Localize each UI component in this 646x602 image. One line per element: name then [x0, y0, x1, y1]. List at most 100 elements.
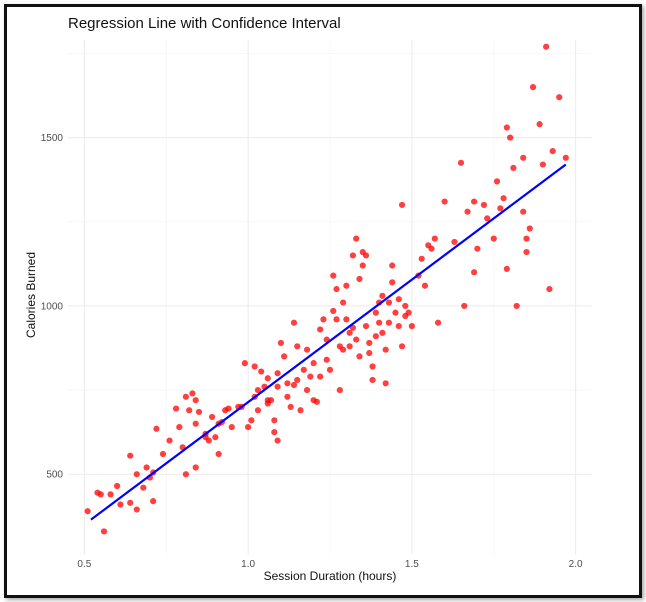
data-point: [457, 159, 465, 166]
data-point: [159, 450, 167, 458]
x-tick-label: 1.0: [241, 559, 255, 570]
data-point: [107, 491, 114, 498]
data-point: [241, 360, 248, 367]
data-point: [366, 339, 373, 347]
data-point: [209, 413, 216, 421]
data-point: [362, 252, 370, 259]
data-point: [503, 124, 510, 131]
data-point: [117, 501, 124, 508]
data-point: [143, 464, 150, 471]
data-point: [366, 349, 373, 357]
data-point: [546, 285, 553, 293]
data-point: [317, 373, 324, 380]
data-point: [303, 386, 311, 394]
data-point: [356, 275, 363, 283]
data-point: [300, 366, 307, 373]
data-point: [402, 302, 409, 310]
data-point: [127, 452, 134, 459]
data-point: [526, 225, 533, 232]
data-point: [451, 238, 458, 246]
data-point: [166, 437, 173, 444]
data-point: [333, 316, 340, 323]
y-axis-title: Calories Burned: [24, 252, 38, 338]
y-tick-labels: 500 1000 1500: [41, 133, 64, 481]
data-point: [549, 147, 556, 155]
data-point: [127, 499, 134, 506]
data-point: [182, 393, 189, 400]
data-point: [330, 272, 337, 279]
data-point: [353, 235, 360, 242]
data-point: [284, 393, 291, 400]
data-point: [471, 269, 478, 276]
data-point: [150, 498, 157, 505]
data-point: [330, 307, 337, 315]
data-point: [172, 405, 180, 412]
data-point: [405, 309, 412, 316]
data-point: [395, 296, 402, 303]
data-point: [372, 333, 379, 340]
data-point: [421, 282, 429, 289]
data-point: [490, 235, 497, 242]
data-point: [434, 319, 442, 326]
data-point: [176, 423, 183, 431]
data-point: [389, 279, 396, 286]
data-point: [372, 309, 379, 316]
data-point: [379, 329, 386, 336]
data-point: [254, 407, 262, 414]
data-point: [264, 375, 271, 382]
data-point: [133, 471, 140, 478]
data-point: [385, 319, 393, 326]
data-point: [503, 265, 510, 272]
data-point: [133, 506, 140, 513]
x-tick-label: 1.5: [405, 559, 419, 570]
data-point: [382, 346, 389, 353]
data-point: [497, 205, 504, 212]
data-point: [320, 316, 327, 323]
data-point: [513, 302, 520, 310]
data-point: [431, 235, 438, 242]
data-point: [376, 319, 383, 326]
data-point: [340, 346, 347, 353]
data-point: [543, 43, 550, 50]
data-point: [500, 195, 507, 202]
data-point: [336, 386, 343, 394]
data-point: [254, 386, 262, 394]
data-point: [222, 407, 229, 414]
data-point: [484, 215, 491, 222]
data-point: [189, 390, 196, 397]
data-point: [441, 198, 448, 205]
data-point: [153, 425, 160, 432]
data-point: [287, 403, 294, 410]
data-point: [212, 434, 219, 441]
data-point: [523, 235, 530, 242]
chart-frame: [4, 4, 642, 598]
data-points: [84, 43, 569, 535]
data-point: [493, 178, 501, 185]
data-point: [369, 376, 376, 384]
y-tick-label: 1000: [41, 301, 64, 312]
regression-line: [90, 163, 567, 521]
x-axis-title: Session Duration (hours): [264, 569, 397, 583]
data-point: [313, 398, 320, 405]
data-point: [356, 353, 363, 360]
data-point: [192, 464, 199, 471]
data-point: [536, 121, 543, 128]
data-point: [303, 346, 311, 353]
data-point: [520, 208, 527, 215]
data-point: [182, 471, 189, 478]
data-point: [464, 208, 471, 215]
data-point: [379, 292, 386, 299]
data-point: [245, 423, 252, 431]
data-point: [84, 508, 91, 515]
data-point: [333, 285, 340, 293]
data-point: [281, 353, 288, 360]
x-tick-label: 0.5: [77, 559, 91, 570]
y-tick-label: 500: [46, 470, 63, 481]
data-point: [114, 482, 121, 490]
data-point: [294, 376, 301, 384]
data-point: [274, 383, 281, 390]
data-point: [326, 366, 334, 373]
data-point: [398, 343, 406, 350]
data-point: [310, 360, 317, 367]
data-point: [274, 437, 281, 444]
